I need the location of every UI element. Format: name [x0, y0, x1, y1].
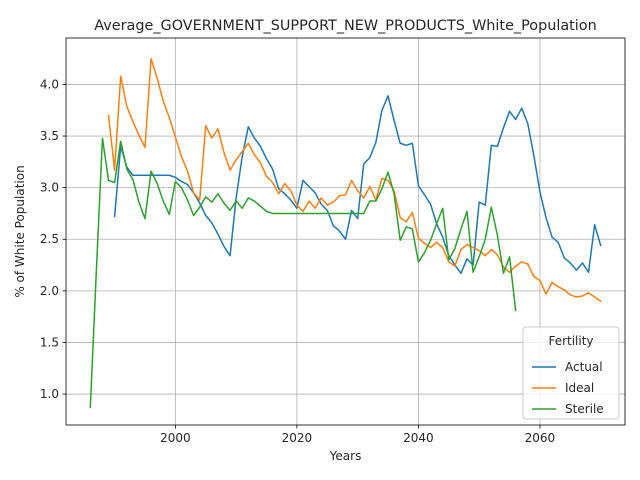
x-axis-label: Years — [329, 449, 362, 463]
legend-label-sterile: Sterile — [565, 402, 604, 416]
x-tick-label: 2020 — [282, 431, 313, 445]
y-tick-label: 2.0 — [40, 284, 59, 298]
x-tick-label: 2060 — [525, 431, 556, 445]
y-axis-ticks: 1.0 1.5 2.0 2.5 3.0 3.5 4.0 — [40, 77, 66, 401]
y-tick-label: 4.0 — [40, 77, 59, 91]
legend-label-actual: Actual — [565, 360, 603, 374]
y-tick-label: 2.5 — [40, 232, 59, 246]
series-line-ideal — [107, 57, 602, 303]
y-tick-label: 1.0 — [40, 387, 59, 401]
legend-box — [522, 326, 620, 420]
chart-title: Average_GOVERNMENT_SUPPORT_NEW_PRODUCTS_… — [94, 18, 596, 34]
y-tick-label: 3.5 — [40, 129, 59, 143]
plot-frame — [65, 37, 626, 426]
legend: Fertility Actual Ideal Sterile — [522, 326, 620, 420]
x-tick-label: 2000 — [160, 431, 191, 445]
x-tick-label: 2040 — [403, 431, 434, 445]
series-line-sterile — [89, 137, 517, 409]
legend-label-ideal: Ideal — [565, 381, 594, 395]
y-tick-label: 3.0 — [40, 181, 59, 195]
legend-title: Fertility — [548, 334, 593, 348]
x-axis-ticks: 2000 2020 2040 2060 — [160, 425, 555, 445]
y-axis-label: % of White Population — [13, 165, 27, 297]
y-tick-label: 1.5 — [40, 335, 59, 349]
series-lines — [89, 57, 602, 409]
